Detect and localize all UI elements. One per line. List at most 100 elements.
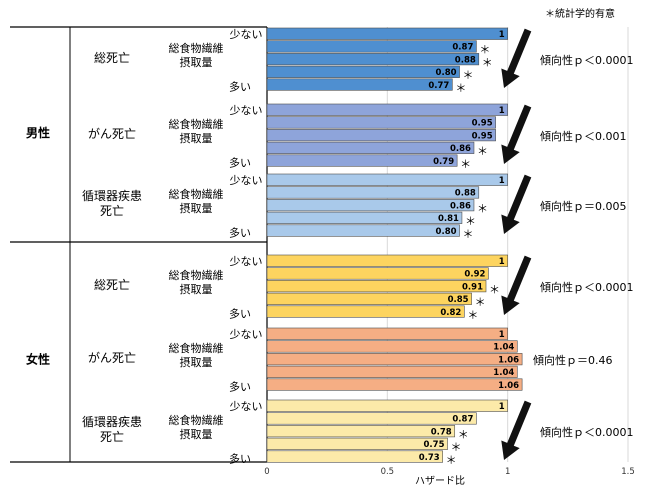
trend-label: 傾向性ｐ＝0.46 [533, 353, 613, 367]
x-tick-label: 0 [264, 467, 269, 477]
outcome-label: がん死亡 [88, 126, 136, 141]
trend-arrows [501, 28, 532, 460]
bar [266, 224, 460, 237]
outcome-label: 循環器疾患死亡 [82, 414, 142, 444]
bar [266, 211, 463, 224]
bar [266, 116, 496, 129]
low-intake-label: 少ない [230, 255, 263, 268]
bar [266, 340, 518, 353]
value-label: 1 [499, 106, 505, 116]
value-label: 0.92 [464, 270, 485, 280]
bar [266, 141, 475, 154]
value-label: 0.80 [436, 68, 457, 78]
high-intake-label: 多い [229, 156, 251, 170]
value-label: 1.06 [498, 355, 519, 365]
bar [266, 292, 472, 305]
significance-star: ＊ [463, 227, 474, 240]
value-label: 0.75 [424, 440, 445, 450]
significance-star: ＊ [446, 453, 457, 466]
outcome-label: 循環器疾患死亡 [82, 188, 142, 218]
exposure-label: 総食物繊維摂取量 [169, 341, 224, 369]
bar [266, 65, 460, 78]
value-label: 0.91 [462, 282, 483, 292]
significance-star: ＊ [465, 215, 476, 228]
trend-label: 傾向性ｐ＜0.0001 [540, 280, 634, 294]
significance-star: ＊ [477, 145, 488, 158]
bar [266, 305, 465, 318]
exposure-label: 総食物繊維摂取量 [169, 268, 224, 296]
high-intake-label: 多い [229, 452, 251, 466]
value-label: 0.82 [440, 308, 461, 318]
bar [266, 173, 508, 186]
low-intake-label: 少ない [230, 328, 263, 341]
value-label: 0.81 [438, 214, 459, 224]
bar [266, 78, 453, 91]
x-tick-label: 1.5 [621, 467, 635, 477]
outcome-label: 総死亡 [94, 278, 130, 292]
significance-star: ＊ [475, 296, 486, 309]
bar [266, 399, 508, 412]
high-intake-label: 多い [229, 226, 251, 240]
value-label: 1 [499, 30, 505, 40]
exposure-label: 総食物繊維摂取量 [169, 117, 224, 145]
value-label: 1 [499, 257, 505, 267]
value-label: 0.86 [450, 144, 471, 154]
trend-label: 傾向性ｐ＜0.0001 [540, 425, 634, 439]
value-label: 0.85 [448, 295, 469, 305]
x-axis-title: ハザード比 [415, 475, 465, 487]
bar [266, 378, 523, 391]
bar [266, 254, 508, 267]
value-label: 0.79 [433, 157, 454, 167]
bar [266, 450, 443, 463]
exposure-label: 総食物繊維摂取量 [169, 413, 224, 441]
value-label: 0.88 [455, 189, 476, 199]
bars-layer [266, 27, 523, 463]
value-label: 1.04 [493, 343, 514, 353]
significance-note: ＊統計学的有意 [545, 7, 615, 20]
trend-label: 傾向性ｐ＝0.005 [540, 199, 627, 213]
x-axis: 0 0.5 1 1.5 [264, 467, 634, 477]
value-label: 0.86 [450, 201, 471, 211]
bar [266, 53, 480, 66]
bar [266, 154, 458, 167]
value-label: 0.78 [431, 427, 452, 437]
bar [266, 425, 456, 438]
high-intake-label: 多い [229, 380, 251, 394]
high-intake-label: 多い [229, 80, 251, 94]
significance-star: ＊ [479, 43, 490, 56]
bar [266, 353, 523, 366]
x-tick-label: 1 [505, 467, 510, 477]
bar [266, 186, 480, 199]
bar [266, 437, 448, 450]
significance-star: ＊ [451, 441, 462, 454]
bar [266, 103, 508, 116]
value-label: 0.87 [452, 43, 473, 53]
x-tick-label: 0.5 [381, 467, 395, 477]
low-intake-label: 少ない [230, 400, 263, 413]
value-label: 1 [499, 176, 505, 186]
significance-star: ＊ [460, 157, 471, 170]
bar [266, 280, 487, 293]
value-label: 0.73 [419, 453, 440, 463]
bar [266, 267, 489, 280]
bar [266, 40, 477, 53]
value-label: 0.88 [455, 55, 476, 65]
sex-label: 男性 [26, 125, 50, 140]
value-label: 0.95 [472, 131, 493, 141]
significance-star: ＊ [467, 308, 478, 321]
value-label: 1.04 [493, 368, 514, 378]
significance-star: ＊ [489, 283, 500, 296]
significance-star: ＊ [458, 428, 469, 441]
value-label: 1 [499, 402, 505, 412]
value-label: 0.80 [436, 227, 457, 237]
trend-arrow-icon [501, 255, 532, 315]
bar [266, 129, 496, 142]
grid-layer [10, 26, 629, 463]
value-label: 1 [499, 330, 505, 340]
trend-label: 傾向性ｐ＜0.0001 [540, 53, 634, 67]
trend-arrow-icon [501, 174, 532, 234]
bar [266, 365, 518, 378]
low-intake-label: 少ない [230, 174, 263, 187]
